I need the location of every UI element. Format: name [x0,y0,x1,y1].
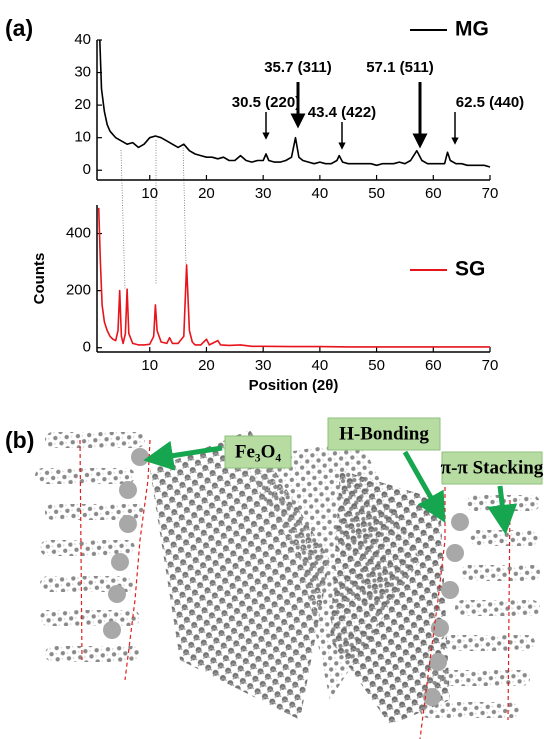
x-tick-label: 40 [312,357,329,374]
x-tick-label: 50 [368,185,385,202]
y-tick-label: 30 [74,64,91,81]
y-tick-label: 0 [83,339,91,356]
y-tick-label: 0 [83,161,91,178]
annotation: 30.5 (220) [232,94,300,111]
diagram-label: Fe₃O₄ [235,441,282,462]
y-tick-label: 10 [74,129,91,146]
x-tick-label: 40 [312,185,329,202]
y-tick-label: 400 [66,225,91,242]
x-tick-label: 70 [482,185,499,202]
annotation: 62.5 (440) [456,94,524,111]
x-tick-label: 20 [198,357,215,374]
y-axis-label: Counts [31,253,48,305]
x-axis-label: Position (2θ) [249,377,339,394]
annotation: 57.1 (511) [366,59,434,76]
x-tick-label: 30 [255,357,272,374]
panel-label: (b) [5,427,34,453]
x-tick-label: 70 [482,357,499,374]
x-tick-label: 20 [198,185,215,202]
data-line [99,39,491,168]
x-tick-label: 50 [368,357,385,374]
x-tick-label: 10 [141,357,158,374]
y-tick-label: 40 [74,31,91,48]
x-tick-label: 60 [425,357,442,374]
diagram-label: π-π Stacking [441,457,544,478]
y-tick-label: 20 [74,96,91,113]
y-tick-label: 200 [66,282,91,299]
legend-label: SG [455,258,485,281]
x-tick-label: 60 [425,185,442,202]
legend-label: MG [455,18,489,41]
molecular-diagram [35,417,543,739]
annotation: 35.7 (311) [264,59,332,76]
annotation: 43.4 (422) [308,104,376,121]
x-tick-label: 30 [255,185,272,202]
panel-label: (a) [5,15,33,41]
x-tick-label: 10 [141,185,158,202]
diagram-label: H-Bonding [339,423,429,444]
data-line [97,207,490,348]
guide-lines [120,140,187,291]
